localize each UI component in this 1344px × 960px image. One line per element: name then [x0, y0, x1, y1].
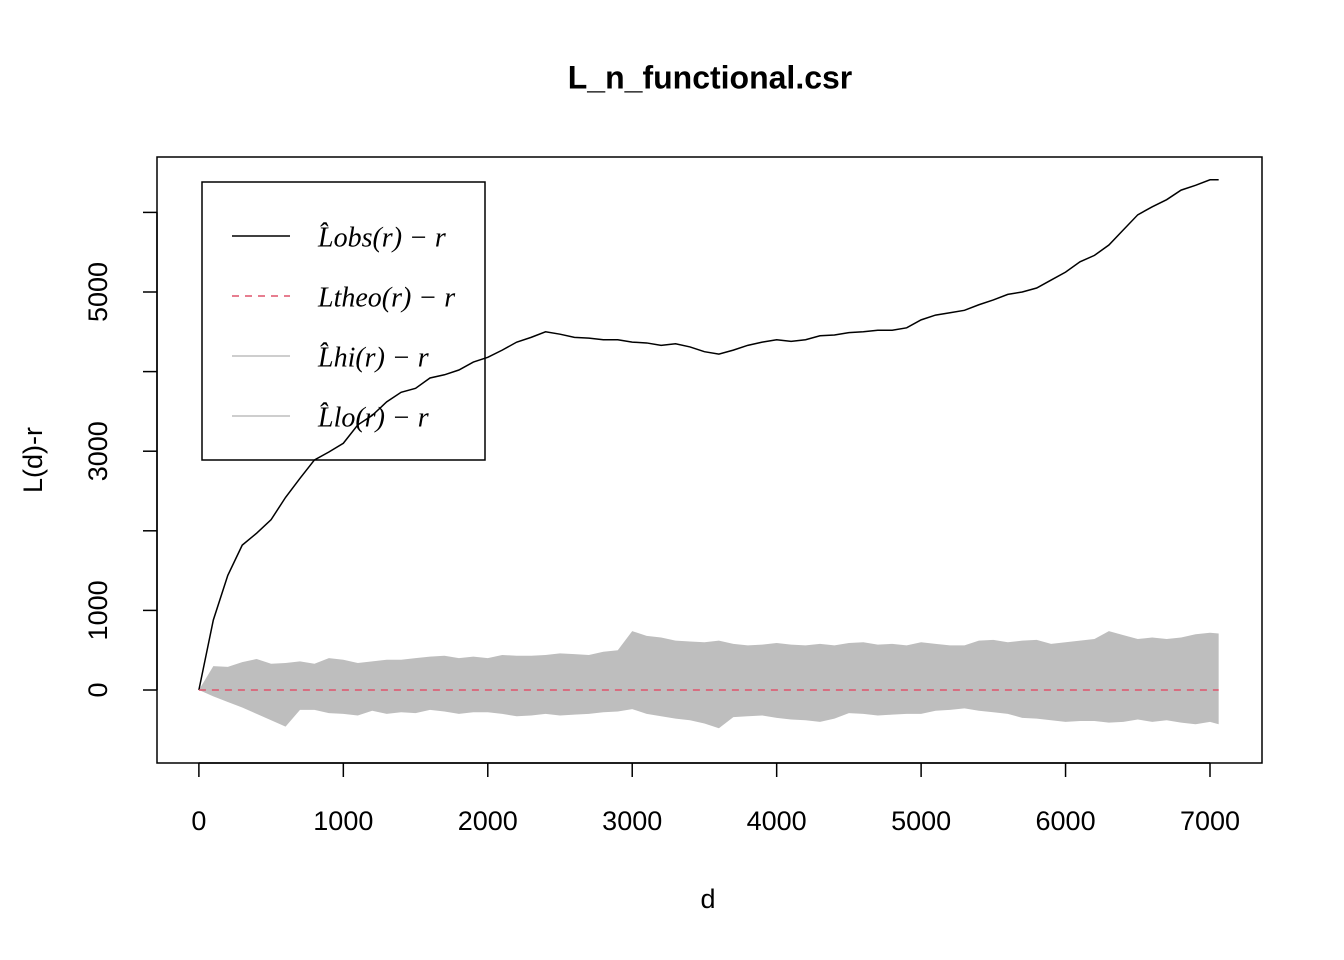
x-tick-label: 3000 [602, 806, 662, 836]
x-tick-label: 2000 [458, 806, 518, 836]
line [198, 179, 1219, 691]
x-axis-label: d [700, 884, 715, 914]
x-tick-label: 0 [191, 806, 206, 836]
legend-label: L̂lo(r) − r [317, 402, 429, 433]
x-tick-label: 4000 [747, 806, 807, 836]
legend-label: L̂obs(r) − r [317, 222, 446, 253]
legend-label: L̂hi(r) − r [317, 342, 429, 373]
plot-frame [156, 156, 1263, 764]
y-tick-label: 5000 [83, 262, 113, 322]
y-tick-label: 3000 [83, 421, 113, 481]
y-axis-label: L(d)-r [18, 427, 48, 493]
x-tick-label: 5000 [891, 806, 951, 836]
x-tick-label: 1000 [313, 806, 373, 836]
y-tick-label: 0 [83, 682, 113, 697]
envelope [198, 631, 1219, 729]
x-tick-label: 7000 [1180, 806, 1240, 836]
legend-box [201, 181, 486, 461]
legend-label: Ltheo(r) − r [317, 282, 455, 313]
chart-title: L_n_functional.csr [568, 59, 853, 95]
y-tick-label: 1000 [83, 580, 113, 640]
x-tick-label: 6000 [1036, 806, 1096, 836]
